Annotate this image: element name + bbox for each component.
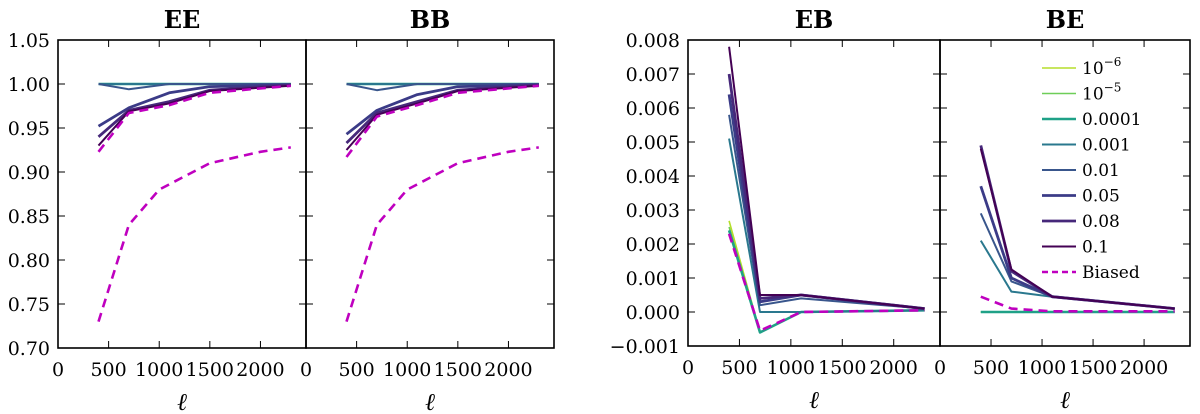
x-tick-label: 0 xyxy=(682,357,694,379)
series-line-0-1 xyxy=(979,148,1175,310)
series-line-biased xyxy=(980,295,1175,313)
series-line-0-08 xyxy=(97,83,291,138)
x-tick-label: 1500 xyxy=(186,359,234,381)
series-line-biased xyxy=(345,84,539,158)
tick-marks xyxy=(58,39,306,349)
panel-eb: 0 500 1000 1500 2000 EB ℓ xyxy=(682,5,941,414)
panel-frame xyxy=(305,39,555,349)
series-lines xyxy=(727,46,925,334)
y-tick-label: 0.003 xyxy=(626,200,680,222)
legend-label: Biased xyxy=(1082,263,1140,283)
x-tick-label: 500 xyxy=(721,357,757,379)
series-line-0-1 xyxy=(97,84,291,147)
series-line-0-08 xyxy=(727,73,925,310)
panel-bb: 0 500 1000 1500 2000 BB ℓ xyxy=(300,5,555,414)
panel-title: BE xyxy=(1046,5,1085,34)
x-tick-label: 2000 xyxy=(1120,357,1168,379)
y-tick-label: 0.95 xyxy=(8,118,50,140)
x-tick-label: 1500 xyxy=(818,357,866,379)
y-tick-label: 0.001 xyxy=(626,268,680,290)
y-tick-label: 0.002 xyxy=(626,234,680,256)
panel-title: BB xyxy=(410,5,451,34)
panel-group-1: 0.70 0.75 0.80 0.85 0.90 0.95 1.00 1.05 0 500 1000… xyxy=(8,5,555,414)
series-line-biased-curve xyxy=(97,146,291,322)
y-tick-label: 0.75 xyxy=(8,294,50,316)
panel-frame xyxy=(939,39,1191,347)
panel-ee: 0 500 1000 1500 2000 EE ℓ xyxy=(52,5,307,414)
legend-label: 0.1 xyxy=(1082,238,1109,258)
x-tick-label: 500 xyxy=(973,357,1009,379)
x-axis-label: ℓ xyxy=(1060,386,1070,414)
series-lines xyxy=(345,82,539,322)
series-line-biased xyxy=(727,233,925,333)
x-tick-label: 0 xyxy=(300,359,312,381)
legend: 10−610−5 0.0001 0.001 0.01 0.05 0.08 0.1 Biased xyxy=(1042,55,1141,283)
x-tick-label: 500 xyxy=(338,359,374,381)
x-tick-label: 2000 xyxy=(236,359,284,381)
x-tick-label: 1500 xyxy=(434,359,482,381)
x-tick-label: 2000 xyxy=(484,359,532,381)
y-tick-label: −0.001 xyxy=(610,336,680,358)
series-line-0-05 xyxy=(345,83,539,136)
x-tick-label: 2000 xyxy=(870,357,918,379)
series-line-0-1 xyxy=(728,46,925,310)
x-tick-label: 0 xyxy=(52,359,64,381)
x-tick-label: 1000 xyxy=(383,359,431,381)
series-line-0-01 xyxy=(98,83,291,91)
x-axis-label: ℓ xyxy=(177,388,187,414)
legend-label: 0.08 xyxy=(1082,212,1120,232)
y-tick-label: 0.005 xyxy=(626,132,680,154)
y-tick-label: 0.70 xyxy=(8,338,50,360)
y-tick-label: 1.00 xyxy=(8,74,50,96)
panel-be: 0 500 1000 1500 2000 BE ℓ xyxy=(934,5,1191,414)
legend-label: 0.01 xyxy=(1082,161,1120,181)
x-tick-label: 0 xyxy=(934,357,946,379)
y-tick-label: 0.85 xyxy=(8,206,50,228)
x-tick-label: 1000 xyxy=(767,357,815,379)
series-line-0-1 xyxy=(345,84,539,151)
series-line-biased xyxy=(97,84,291,153)
y-tick-label: 0.80 xyxy=(8,250,50,272)
x-axis-label: ℓ xyxy=(809,386,819,414)
series-line-0-001 xyxy=(728,138,925,313)
legend-label: 0.001 xyxy=(1082,136,1131,156)
series-line-0-01 xyxy=(346,83,539,92)
y-tick-label: 0.007 xyxy=(626,64,680,86)
y-tick-label: 0.004 xyxy=(626,166,680,188)
y-tick-label: 0.90 xyxy=(8,162,50,184)
x-tick-label: 1000 xyxy=(135,359,183,381)
x-tick-label: 500 xyxy=(90,359,126,381)
series-line-0-08 xyxy=(979,145,1175,310)
series-line-biased-curve xyxy=(345,146,539,322)
y-tick-label: 0.000 xyxy=(626,302,680,324)
series-lines xyxy=(97,82,291,322)
panel-title: EB xyxy=(795,5,834,34)
x-tick-label: 1500 xyxy=(1069,357,1117,379)
y-tick-label: 0.008 xyxy=(626,30,680,52)
panel-title: EE xyxy=(164,5,201,34)
legend-label: 0.0001 xyxy=(1082,110,1141,130)
tick-marks xyxy=(940,39,1190,347)
panel-group-2: −0.001 0.000 0.001 0.002 0.003 0.004 0.005 0.00… xyxy=(610,5,1191,414)
legend-label: 10−5 xyxy=(1082,81,1121,105)
y-tick-label: 0.006 xyxy=(626,98,680,120)
series-line-0-05 xyxy=(97,83,291,128)
y-tick-label: 1.05 xyxy=(8,30,50,52)
series-line-0-01 xyxy=(728,114,925,310)
legend-label: 0.05 xyxy=(1082,187,1120,207)
x-axis-label: ℓ xyxy=(425,388,435,414)
series-line-0-08 xyxy=(345,83,539,144)
series-lines xyxy=(979,145,1175,314)
legend-label: 10−6 xyxy=(1082,55,1121,79)
x-tick-label: 1000 xyxy=(1018,357,1066,379)
